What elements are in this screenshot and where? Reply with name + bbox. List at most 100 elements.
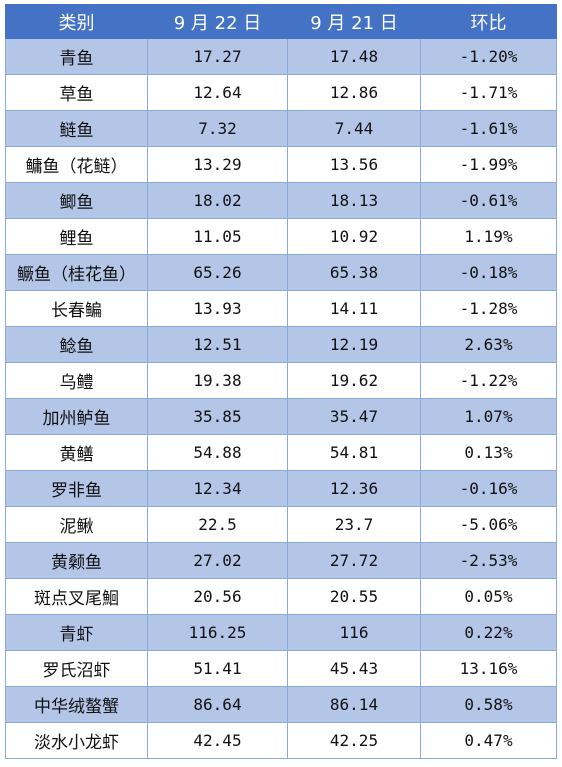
header-sep22: 9 月 22 日: [147, 4, 288, 39]
cell-category: 淡水小龙虾: [5, 722, 148, 759]
cell-sep22: 54.88: [147, 434, 288, 471]
cell-sep21: 12.19: [287, 326, 421, 363]
cell-sep21: 45.43: [287, 650, 421, 687]
header-category: 类别: [5, 4, 148, 39]
cell-sep22: 51.41: [147, 650, 288, 687]
table-body: 青鱼 17.27 17.48 -1.20% 草鱼 12.64 12.86 -1.71% 鲢鱼 7.…: [5, 38, 557, 759]
header-row: 类别 9 月 22 日 9 月 21 日 环比: [5, 4, 557, 39]
cell-category: 罗氏沼虾: [5, 650, 148, 687]
cell-category: 泥鳅: [5, 506, 148, 543]
cell-change: 0.13%: [420, 434, 557, 471]
cell-category: 黄鳝: [5, 434, 148, 471]
table-row: 鲢鱼 7.32 7.44 -1.61%: [5, 110, 557, 147]
cell-sep22: 20.56: [147, 578, 288, 615]
cell-change: -0.16%: [420, 470, 557, 507]
cell-sep21: 18.13: [287, 182, 421, 219]
cell-sep21: 65.38: [287, 254, 421, 291]
cell-sep21: 12.36: [287, 470, 421, 507]
cell-sep21: 42.25: [287, 722, 421, 759]
cell-sep22: 22.5: [147, 506, 288, 543]
price-table: 类别 9 月 22 日 9 月 21 日 环比 青鱼 17.27 17.48 -1.2…: [5, 4, 557, 759]
cell-category: 青虾: [5, 614, 148, 651]
table-row: 长春鳊 13.93 14.11 -1.28%: [5, 290, 557, 327]
cell-change: 1.07%: [420, 398, 557, 435]
cell-change: -0.18%: [420, 254, 557, 291]
cell-sep21: 54.81: [287, 434, 421, 471]
cell-sep22: 18.02: [147, 182, 288, 219]
cell-sep22: 13.93: [147, 290, 288, 327]
cell-change: 13.16%: [420, 650, 557, 687]
table-row: 鳙鱼（花鲢） 13.29 13.56 -1.99%: [5, 146, 557, 183]
cell-sep21: 23.7: [287, 506, 421, 543]
cell-change: 2.63%: [420, 326, 557, 363]
cell-sep22: 42.45: [147, 722, 288, 759]
table-row: 斑点叉尾鮰 20.56 20.55 0.05%: [5, 578, 557, 615]
cell-change: -1.99%: [420, 146, 557, 183]
cell-sep22: 17.27: [147, 38, 288, 75]
cell-sep22: 116.25: [147, 614, 288, 651]
cell-sep21: 19.62: [287, 362, 421, 399]
header-change: 环比: [420, 4, 557, 39]
cell-category: 黄颡鱼: [5, 542, 148, 579]
cell-change: 0.58%: [420, 686, 557, 723]
table-row: 青虾 116.25 116 0.22%: [5, 614, 557, 651]
cell-sep21: 12.86: [287, 74, 421, 111]
cell-category: 鲫鱼: [5, 182, 148, 219]
cell-sep21: 14.11: [287, 290, 421, 327]
table-row: 罗非鱼 12.34 12.36 -0.16%: [5, 470, 557, 507]
cell-sep21: 116: [287, 614, 421, 651]
cell-change: -1.20%: [420, 38, 557, 75]
cell-change: 1.19%: [420, 218, 557, 255]
table-header: 类别 9 月 22 日 9 月 21 日 环比: [5, 4, 557, 39]
cell-sep21: 17.48: [287, 38, 421, 75]
cell-change: -5.06%: [420, 506, 557, 543]
cell-sep21: 13.56: [287, 146, 421, 183]
cell-category: 鳙鱼（花鲢）: [5, 146, 148, 183]
cell-sep22: 27.02: [147, 542, 288, 579]
cell-change: -1.28%: [420, 290, 557, 327]
table-row: 加州鲈鱼 35.85 35.47 1.07%: [5, 398, 557, 435]
cell-sep21: 35.47: [287, 398, 421, 435]
cell-category: 青鱼: [5, 38, 148, 75]
cell-sep22: 12.64: [147, 74, 288, 111]
cell-category: 中华绒螯蟹: [5, 686, 148, 723]
cell-change: -1.71%: [420, 74, 557, 111]
table-row: 中华绒螯蟹 86.64 86.14 0.58%: [5, 686, 557, 723]
cell-sep22: 12.34: [147, 470, 288, 507]
cell-category: 鳜鱼（桂花鱼）: [5, 254, 148, 291]
cell-sep22: 19.38: [147, 362, 288, 399]
cell-category: 鲢鱼: [5, 110, 148, 147]
cell-change: 0.05%: [420, 578, 557, 615]
table-row: 罗氏沼虾 51.41 45.43 13.16%: [5, 650, 557, 687]
table-row: 黄颡鱼 27.02 27.72 -2.53%: [5, 542, 557, 579]
cell-category: 乌鳢: [5, 362, 148, 399]
table-row: 草鱼 12.64 12.86 -1.71%: [5, 74, 557, 111]
cell-sep22: 11.05: [147, 218, 288, 255]
cell-sep21: 20.55: [287, 578, 421, 615]
table-row: 淡水小龙虾 42.45 42.25 0.47%: [5, 722, 557, 759]
table-row: 泥鳅 22.5 23.7 -5.06%: [5, 506, 557, 543]
cell-category: 罗非鱼: [5, 470, 148, 507]
cell-sep21: 10.92: [287, 218, 421, 255]
cell-sep22: 7.32: [147, 110, 288, 147]
price-table-container: 类别 9 月 22 日 9 月 21 日 环比 青鱼 17.27 17.48 -1.2…: [5, 4, 557, 759]
table-row: 鲤鱼 11.05 10.92 1.19%: [5, 218, 557, 255]
table-row: 乌鳢 19.38 19.62 -1.22%: [5, 362, 557, 399]
table-row: 鲫鱼 18.02 18.13 -0.61%: [5, 182, 557, 219]
cell-category: 长春鳊: [5, 290, 148, 327]
cell-sep21: 27.72: [287, 542, 421, 579]
cell-sep21: 7.44: [287, 110, 421, 147]
cell-change: 0.47%: [420, 722, 557, 759]
table-row: 青鱼 17.27 17.48 -1.20%: [5, 38, 557, 75]
cell-category: 斑点叉尾鮰: [5, 578, 148, 615]
cell-sep21: 86.14: [287, 686, 421, 723]
table-row: 黄鳝 54.88 54.81 0.13%: [5, 434, 557, 471]
cell-category: 鲤鱼: [5, 218, 148, 255]
cell-change: -1.22%: [420, 362, 557, 399]
cell-change: -1.61%: [420, 110, 557, 147]
table-row: 鳜鱼（桂花鱼） 65.26 65.38 -0.18%: [5, 254, 557, 291]
table-row: 鲶鱼 12.51 12.19 2.63%: [5, 326, 557, 363]
cell-change: -2.53%: [420, 542, 557, 579]
cell-category: 加州鲈鱼: [5, 398, 148, 435]
header-sep21: 9 月 21 日: [287, 4, 421, 39]
